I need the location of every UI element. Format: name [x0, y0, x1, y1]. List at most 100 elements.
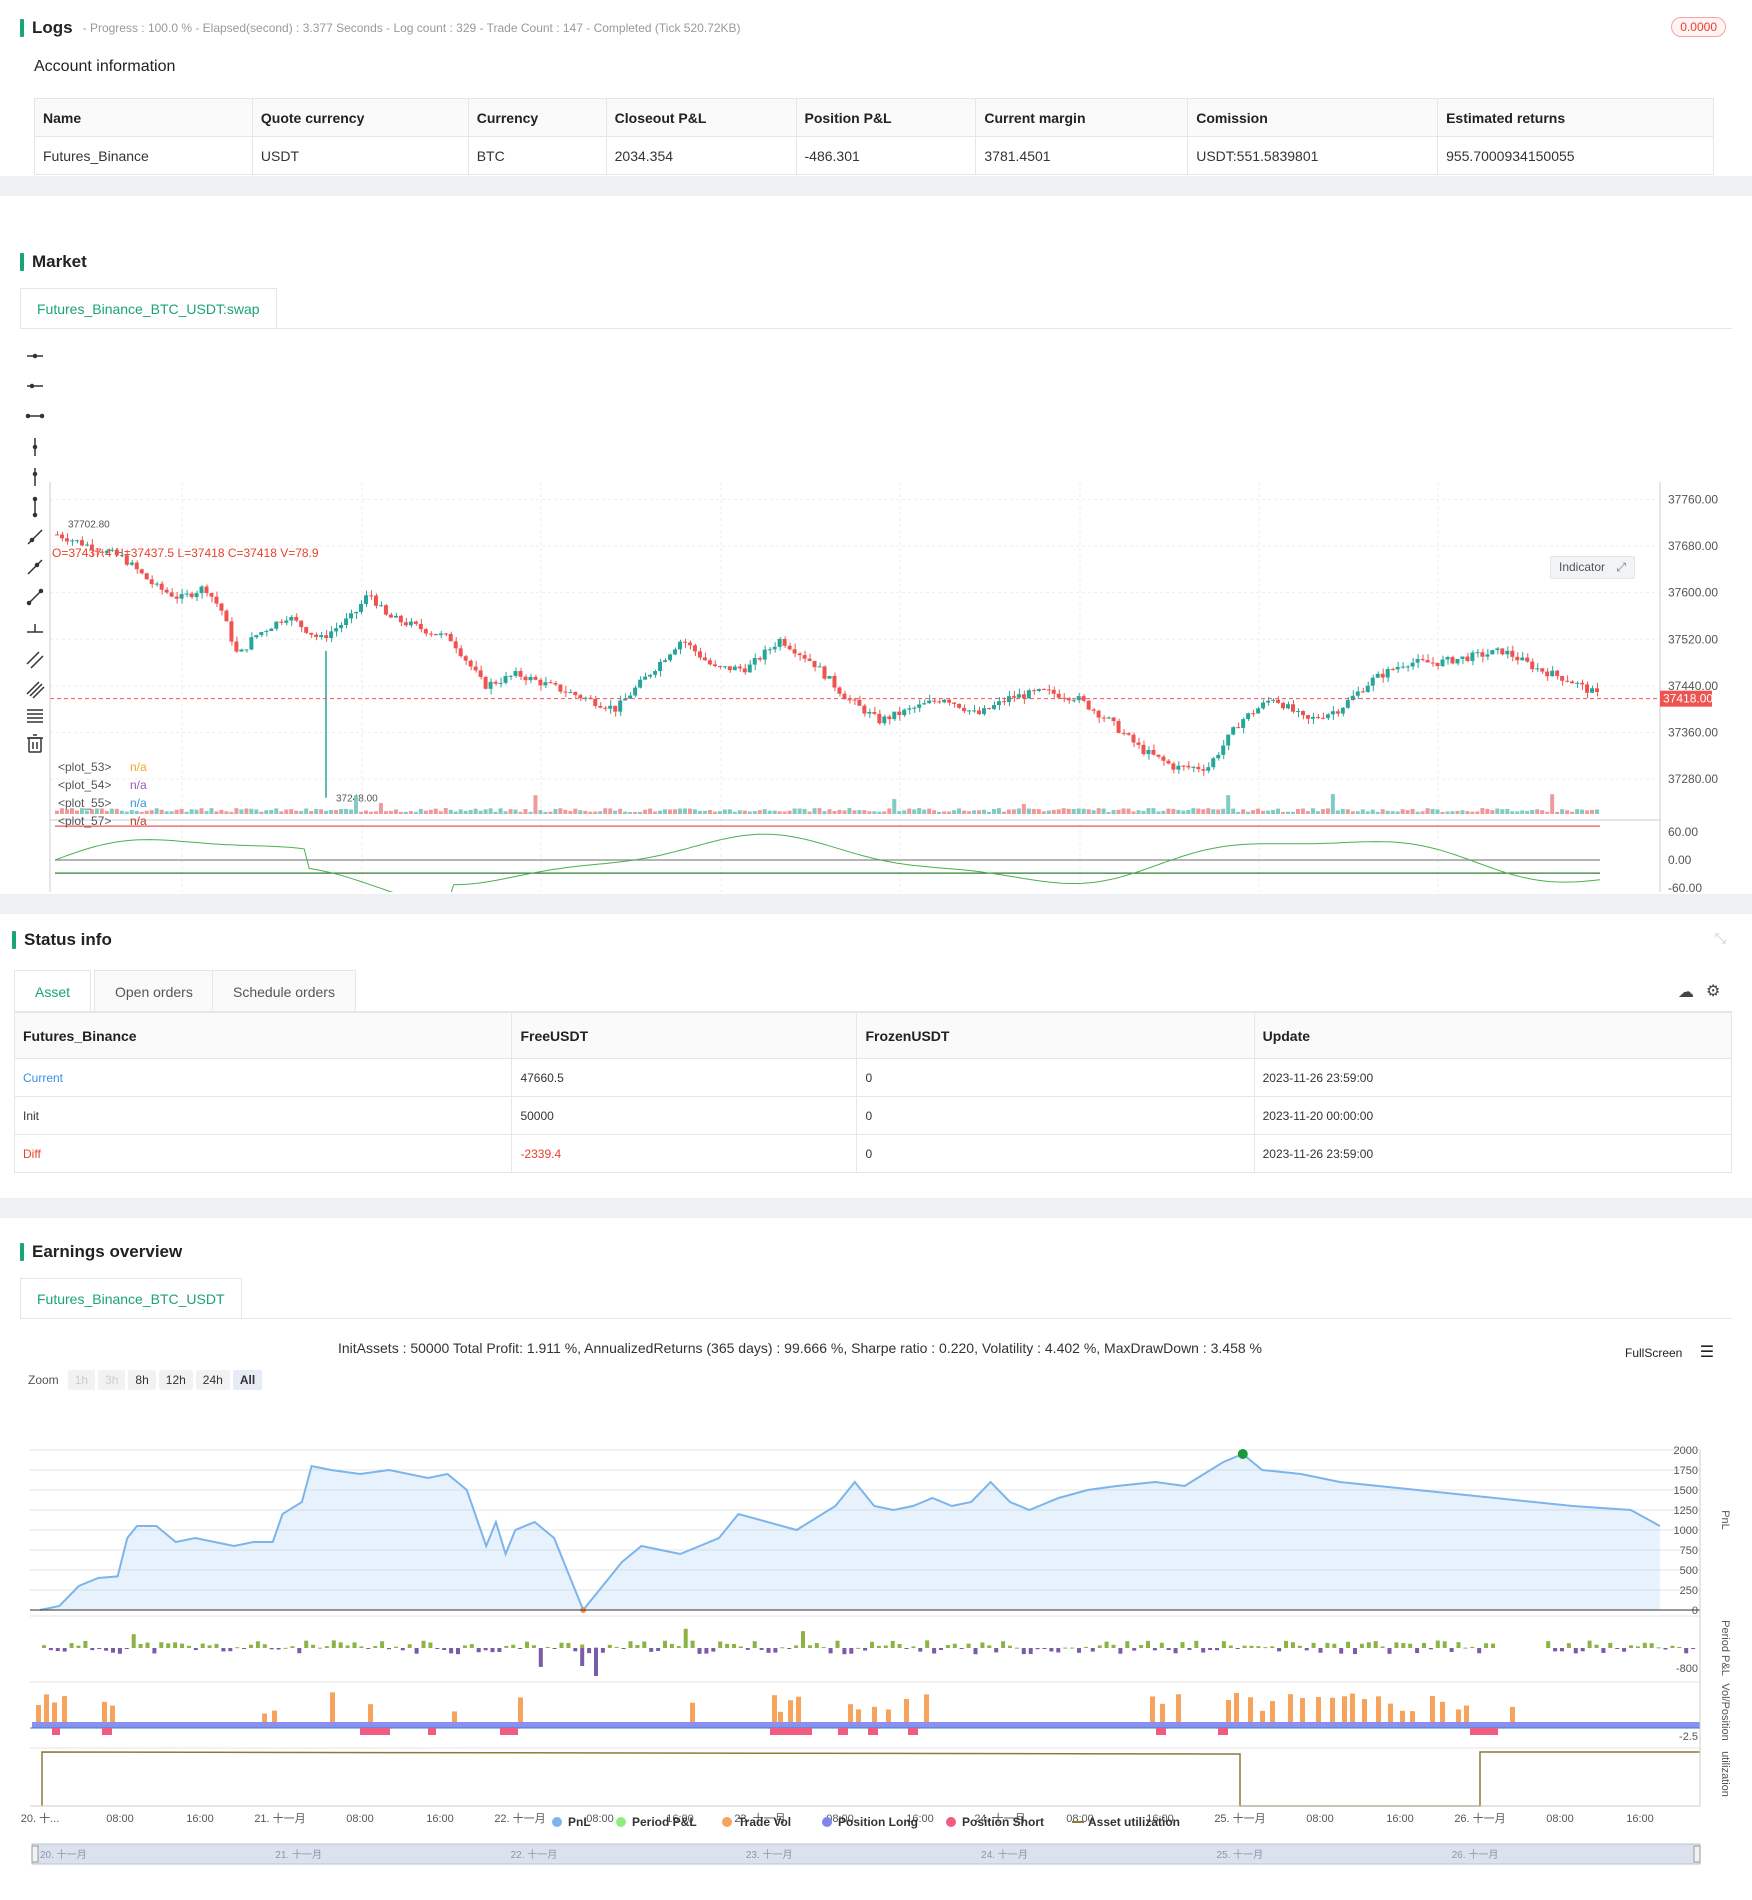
pane-axis-title: PnL [1719, 1510, 1731, 1530]
earnings-time-tick: 24. 十一月 [974, 1811, 1025, 1825]
period-axis-tick: -800 [1676, 1663, 1698, 1675]
trend-ray-tool-icon[interactable] [27, 559, 43, 575]
vertical-ray-tool-icon[interactable] [32, 468, 38, 486]
trash-icon[interactable] [27, 734, 43, 753]
pnl-axis-tick: 1250 [1674, 1505, 1698, 1517]
price-axis-tick: 37360.00 [1668, 725, 1718, 739]
trend-line-tool-icon[interactable] [27, 529, 43, 545]
legend-item-position-long[interactable]: Position Long [822, 1815, 918, 1829]
horizontal-ray-tool-icon[interactable] [27, 383, 43, 389]
market-card: Market Futures_Binance_BTC_USDT:swap [0, 196, 1752, 894]
account-col-header: Current margin [975, 98, 1189, 137]
asset-utilization-line [41, 1751, 1700, 1807]
expand-icon[interactable]: ⤢ [1616, 560, 1626, 574]
navigator-left-handle[interactable] [31, 1845, 39, 1863]
zoom-controls: Zoom 1h 3h 8h 12h 24h All [28, 1370, 263, 1390]
collapse-icon[interactable]: ⤡ [1714, 930, 1726, 946]
account-col-header: Name [34, 98, 253, 137]
period-pnl-bars [42, 1628, 1696, 1676]
trend-segment-tool-icon[interactable] [26, 588, 44, 606]
zoom-label: Zoom [28, 1373, 59, 1387]
asset-cell-free: -2339.4 [511, 1134, 858, 1173]
earnings-card: Earnings overview Futures_Binance_BTC_US… [0, 1218, 1752, 1900]
price-axis-tick: 37760.00 [1668, 492, 1718, 506]
account-cell: USDT:551.5839801 [1187, 136, 1439, 175]
account-cell: 955.7000934150055 [1437, 136, 1714, 175]
max-pnl-marker [1237, 1449, 1248, 1459]
fullscreen-label: FullScreen [1625, 1346, 1683, 1360]
vertical-line-tool-icon[interactable] [32, 438, 38, 456]
earnings-time-tick: 08:00 [1306, 1813, 1334, 1825]
earnings-chart[interactable]: 2000 1750 1500 1250 1000 750 500 250 0 -800 -2.5 Pn… [0, 1398, 1752, 1900]
asset-cell-update: 2023-11-26 23:59:00 [1253, 1134, 1733, 1173]
download-icon[interactable]: ☁ [1678, 984, 1694, 1001]
earnings-time-tick: 08:00 [346, 1813, 374, 1825]
earnings-time-tick: 16:00 [906, 1813, 934, 1825]
vertical-segment-tool-icon[interactable] [32, 496, 38, 518]
plot-name: <plot_55> [58, 796, 112, 810]
status-tab-open-orders[interactable]: Open orders [94, 970, 214, 1012]
market-symbol-tab[interactable]: Futures_Binance_BTC_USDT:swap [20, 288, 277, 328]
zoom-button-3h[interactable]: 3h [98, 1370, 126, 1390]
section-marker [20, 253, 24, 271]
menu-icon[interactable]: ☰ [1699, 1344, 1715, 1361]
account-cell: 2034.354 [605, 136, 797, 175]
status-tab-schedule-orders[interactable]: Schedule orders [212, 970, 356, 1012]
legend-item-asset-utilization[interactable]: Asset utilization [1072, 1815, 1180, 1829]
drawing-toolbar [24, 346, 46, 789]
price-range-tool-icon[interactable] [27, 709, 43, 723]
asset-cell-free: 47660.5 [511, 1058, 858, 1097]
legend-item-period-p-l[interactable]: Period P&L [616, 1815, 697, 1829]
position-long-band [32, 1722, 1700, 1728]
earnings-time-tick: 26. 十一月 [1454, 1811, 1505, 1825]
horizontal-line-tool-icon[interactable] [27, 353, 43, 359]
asset-table: Futures_Binance FreeUSDT FrozenUSDT Update … [13, 1012, 1733, 1173]
asset-row: Diff -2339.4 0 2023-11-26 23:59:00 [13, 1134, 1733, 1173]
account-table: Name Quote currency Currency Closeout P&L Po… [34, 98, 1714, 175]
pane-axis-title: Period P&L [1719, 1620, 1731, 1676]
asset-cell-free: 50000 [511, 1096, 858, 1135]
settings-gear-icon[interactable]: ⚙ [1706, 983, 1721, 1000]
plot-name: <plot_57> [58, 814, 112, 828]
status-tab-asset[interactable]: Asset [14, 970, 92, 1012]
zoom-button-8h[interactable]: 8h [128, 1370, 156, 1390]
zoom-button-1h[interactable]: 1h [67, 1370, 96, 1390]
account-col-header: Closeout P&L [605, 98, 797, 137]
fullscreen-button[interactable]: FullScreen ☰ [1625, 1342, 1714, 1362]
earnings-time-tick: 08:00 [826, 1813, 854, 1825]
high-price-label: 37702.80 [68, 519, 110, 530]
legend-item-pnl[interactable]: PnL [552, 1815, 591, 1829]
price-axis-tick: 37600.00 [1668, 586, 1718, 600]
earnings-time-tick: 16:00 [426, 1813, 454, 1825]
navigator-tick: 24. 十一月 [981, 1848, 1028, 1861]
performance-summary: InitAssets : 50000 Total Profit: 1.911 %… [338, 1340, 1262, 1356]
ohlc-readout: O=37437.4 H=37437.5 L=37418 C=37418 V=78… [52, 546, 319, 560]
zoom-button-24h[interactable]: 24h [195, 1370, 230, 1390]
zoom-button-12h[interactable]: 12h [158, 1370, 193, 1390]
price-axis-tick: 37440.00 [1668, 679, 1718, 693]
svg-text:PnL: PnL [568, 1815, 591, 1829]
legend-item-position-short[interactable]: Position Short [946, 1815, 1044, 1829]
asset-cell-frozen: 0 [856, 1058, 1255, 1097]
horizontal-segment-tool-icon[interactable] [25, 413, 45, 419]
navigator-tick: 23. 十一月 [746, 1848, 793, 1861]
parallel-channel-tool-icon[interactable] [26, 651, 44, 669]
tab-underline [20, 1318, 1732, 1319]
earnings-time-tick: 16:00 [1626, 1813, 1654, 1825]
earnings-time-tick: 08:00 [586, 1813, 614, 1825]
osc-axis-tick: 0.00 [1668, 853, 1692, 867]
position-short-bars [52, 1728, 1498, 1735]
section-marker [12, 931, 16, 949]
price-label-tool-icon[interactable] [27, 624, 43, 633]
plot-legend-item: <plot_54> n/a [58, 776, 147, 794]
legend-item-trade-vol[interactable]: Trade Vol [722, 1815, 791, 1829]
logs-badge[interactable]: 0.0000 [1671, 17, 1726, 37]
indicator-button[interactable]: Indicator ⤢ [1550, 556, 1635, 579]
candlestick-chart[interactable]: 37760.00 37680.00 37600.00 37520.00 37440.00… [0, 332, 1752, 892]
account-col-header: Quote currency [251, 98, 469, 137]
navigator-right-handle[interactable] [1693, 1845, 1701, 1863]
fibonacci-tool-icon[interactable] [26, 681, 45, 699]
zoom-button-all[interactable]: All [232, 1370, 263, 1390]
earnings-symbol-tab[interactable]: Futures_Binance_BTC_USDT [20, 1278, 242, 1318]
navigator-tick: 26. 十一月 [1452, 1848, 1499, 1861]
